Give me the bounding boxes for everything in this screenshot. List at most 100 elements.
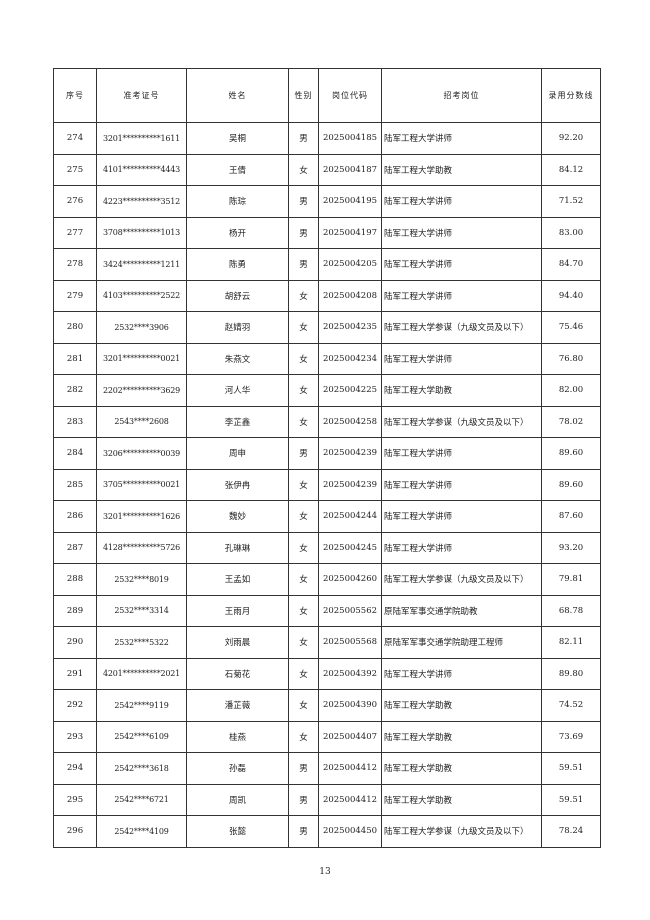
- cell-exam-id: 4201**********2021: [96, 657, 187, 690]
- cell-name: 王雨月: [186, 594, 289, 627]
- cell-score: 92.20: [541, 122, 601, 155]
- cell-name: 张伊冉: [186, 468, 289, 501]
- cell-name: 潘芷薇: [186, 689, 289, 722]
- cell-score: 76.80: [541, 342, 601, 375]
- cell-gender: 男: [288, 185, 319, 218]
- cell-exam-id: 2532****5322: [96, 626, 187, 659]
- cell-post-code: 2025004225: [318, 374, 382, 407]
- cell-name: 孙磊: [186, 752, 289, 785]
- cell-score: 78.24: [541, 815, 601, 848]
- cell-exam-id: 2542****3618: [96, 752, 187, 785]
- table-row: 291 4201**********2021 石菊花女 2025004392 陆军工程大…: [53, 657, 601, 690]
- cell-exam-id: 3201**********0021: [96, 342, 187, 375]
- cell-exam-id: 2532****3314: [96, 594, 187, 627]
- cell-score: 89.60: [541, 468, 601, 501]
- header-name: 姓名: [186, 68, 289, 123]
- cell-score: 73.69: [541, 720, 601, 753]
- cell-post: 陆军工程大学参谋（九级文员及以下）: [381, 405, 542, 438]
- header-score: 录用分数线: [541, 68, 601, 123]
- cell-post-code: 2025004239: [318, 468, 382, 501]
- table-row: 281 3201**********0021 朱燕文女 2025004234 陆军工程大…: [53, 342, 601, 375]
- cell-post-code: 2025004407: [318, 720, 382, 753]
- cell-gender: 女: [288, 720, 319, 753]
- cell-gender: 女: [288, 594, 319, 627]
- cell-gender: 男: [288, 216, 319, 249]
- cell-post: 陆军工程大学讲师: [381, 185, 542, 218]
- cell-score: 93.20: [541, 531, 601, 564]
- cell-name: 张懿: [186, 815, 289, 848]
- cell-post: 陆军工程大学讲师: [381, 122, 542, 155]
- cell-post-code: 2025005562: [318, 594, 382, 627]
- cell-name: 吴桐: [186, 122, 289, 155]
- cell-serial: 279: [53, 279, 97, 312]
- cell-exam-id: 2202**********3629: [96, 374, 187, 407]
- cell-post-code: 2025004208: [318, 279, 382, 312]
- cell-serial: 283: [53, 405, 97, 438]
- cell-post: 陆军工程大学参谋（九级文员及以下）: [381, 311, 542, 344]
- cell-serial: 280: [53, 311, 97, 344]
- cell-gender: 男: [288, 815, 319, 848]
- cell-name: 河人华: [186, 374, 289, 407]
- cell-score: 89.60: [541, 437, 601, 470]
- cell-serial: 286: [53, 500, 97, 533]
- cell-gender: 男: [288, 783, 319, 816]
- cell-exam-id: 4223**********3512: [96, 185, 187, 218]
- cell-exam-id: 2532****3906: [96, 311, 187, 344]
- cell-score: 84.12: [541, 153, 601, 186]
- cell-score: 94.40: [541, 279, 601, 312]
- cell-gender: 女: [288, 500, 319, 533]
- cell-exam-id: 2542****4109: [96, 815, 187, 848]
- page-number: 13: [319, 867, 331, 877]
- table-row: 284 3206**********0039 周申男 2025004239 陆军工程大学…: [53, 437, 601, 470]
- cell-post: 陆军工程大学讲师: [381, 437, 542, 470]
- cell-gender: 女: [288, 689, 319, 722]
- cell-serial: 282: [53, 374, 97, 407]
- table-row: 277 3708**********1013 杨开男 2025004197 陆军工程大学…: [53, 216, 601, 249]
- cell-name: 周申: [186, 437, 289, 470]
- cell-gender: 女: [288, 405, 319, 438]
- cell-exam-id: 2542****6109: [96, 720, 187, 753]
- cell-post-code: 2025004245: [318, 531, 382, 564]
- cell-post-code: 2025004260: [318, 563, 382, 596]
- cell-post-code: 2025004197: [318, 216, 382, 249]
- results-table: 序号 准考证号 姓名 性别 岗位代码 招考岗位 录用分数线 274 3201***…: [53, 68, 601, 848]
- cell-gender: 男: [288, 752, 319, 785]
- cell-name: 朱燕文: [186, 342, 289, 375]
- cell-name: 王孟如: [186, 563, 289, 596]
- cell-serial: 291: [53, 657, 97, 690]
- table-row: 276 4223**********3512 陈琮男 2025004195 陆军工程大学…: [53, 185, 601, 218]
- cell-post-code: 2025004392: [318, 657, 382, 690]
- cell-post-code: 2025004205: [318, 248, 382, 281]
- cell-serial: 294: [53, 752, 97, 785]
- cell-exam-id: 3206**********0039: [96, 437, 187, 470]
- cell-post-code: 2025004185: [318, 122, 382, 155]
- cell-name: 胡舒云: [186, 279, 289, 312]
- table-row: 296 2542****4109 张懿男 2025004450 陆军工程大学参谋（九级文…: [53, 815, 601, 848]
- cell-gender: 女: [288, 311, 319, 344]
- table-row: 290 2532****5322 刘雨晨女 2025005568 原陆军军事交通学院助理…: [53, 626, 601, 659]
- cell-score: 78.02: [541, 405, 601, 438]
- cell-post-code: 2025004187: [318, 153, 382, 186]
- cell-post-code: 2025004258: [318, 405, 382, 438]
- cell-name: 桂燕: [186, 720, 289, 753]
- cell-post: 陆军工程大学讲师: [381, 500, 542, 533]
- cell-post: 陆军工程大学讲师: [381, 248, 542, 281]
- table-row: 295 2542****6721 周凯男 2025004412 陆军工程大学助教 59.5…: [53, 783, 601, 816]
- cell-exam-id: 3201**********1626: [96, 500, 187, 533]
- cell-serial: 295: [53, 783, 97, 816]
- cell-score: 75.46: [541, 311, 601, 344]
- table-row: 289 2532****3314 王雨月女 2025005562 原陆军军事交通学院助教…: [53, 594, 601, 627]
- cell-gender: 女: [288, 279, 319, 312]
- cell-score: 68.78: [541, 594, 601, 627]
- cell-serial: 287: [53, 531, 97, 564]
- cell-gender: 女: [288, 657, 319, 690]
- cell-post: 陆军工程大学助教: [381, 153, 542, 186]
- cell-post: 陆军工程大学讲师: [381, 279, 542, 312]
- cell-name: 陈勇: [186, 248, 289, 281]
- cell-serial: 289: [53, 594, 97, 627]
- cell-gender: 女: [288, 563, 319, 596]
- cell-serial: 278: [53, 248, 97, 281]
- cell-post-code: 2025004412: [318, 783, 382, 816]
- cell-name: 周凯: [186, 783, 289, 816]
- cell-exam-id: 4128**********5726: [96, 531, 187, 564]
